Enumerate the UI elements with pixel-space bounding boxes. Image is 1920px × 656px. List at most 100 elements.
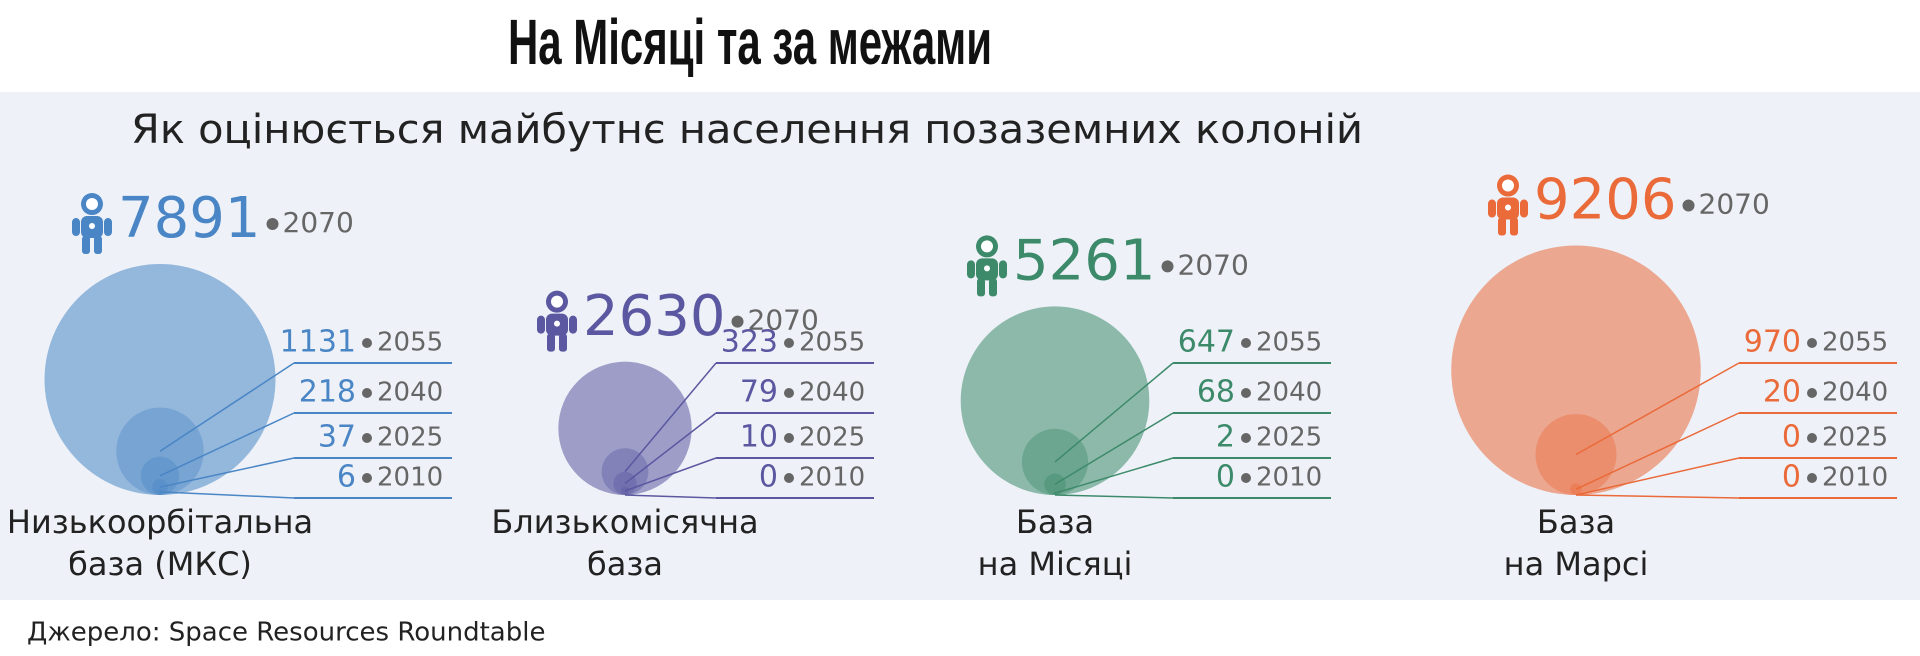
leg [977,278,985,297]
leader-line [624,362,717,473]
dot [1807,338,1817,348]
value-label: 37 [318,420,356,455]
badge [984,265,990,272]
astronaut-icon [1488,174,1528,236]
year-label: 2070 [1178,248,1249,281]
leg [1510,217,1518,236]
visor [551,295,563,308]
chart-title: На Місяці та за межами [508,6,992,78]
population-circle [44,264,276,495]
year-label: 2040 [1822,378,1888,408]
arm [72,218,80,237]
dot [1241,473,1251,483]
leader-line [624,494,717,499]
arm [1520,199,1528,218]
category-label: на Марсі [1504,545,1649,583]
leader-line [159,491,295,499]
year-label: 2010 [799,463,865,493]
arm [967,260,975,279]
year-label: 2055 [1822,328,1888,358]
year-label: 2055 [1256,328,1322,358]
category-label: база [587,545,663,583]
category-label: база (МКС) [68,545,252,583]
leg [82,236,90,255]
arm [999,260,1007,279]
population-circle [558,361,692,495]
value-label: 970 [1744,325,1801,360]
arm [104,218,112,237]
leader-line [1054,412,1174,485]
value-label: 20 [1763,375,1801,410]
astronaut-icon [537,290,577,352]
population-circle [960,306,1150,495]
leader-line [159,362,295,452]
value-label-top: 5261 [1013,229,1156,294]
leader-line [1575,412,1740,490]
arm [537,315,545,334]
dot [266,218,279,231]
value-label: 6 [337,460,356,495]
value-label-top: 7891 [118,186,261,251]
year-label: 2025 [377,423,443,453]
leg [1498,217,1506,236]
leader-line [1575,457,1740,496]
year-label: 2025 [799,423,865,453]
value-label: 79 [740,375,778,410]
source: Джерело: Space Resources Roundtable [27,618,545,648]
value-label-top: 9206 [1534,168,1677,233]
badge [89,223,95,230]
value-label: 647 [1178,325,1235,360]
value-label: 68 [1197,375,1235,410]
dot [1241,388,1251,398]
leader-line [1054,494,1174,499]
badge [1505,204,1511,211]
dot [784,473,794,483]
year-label: 2070 [283,206,354,239]
value-label: 0 [1782,420,1801,455]
dot [1807,388,1817,398]
year-label: 2025 [1822,423,1888,453]
leader-line [1054,362,1174,463]
value-label: 2 [1216,420,1235,455]
value-label: 1131 [280,325,356,360]
dot [362,473,372,483]
year-label: 2055 [377,328,443,358]
badge [554,320,560,327]
year-label: 2070 [1699,188,1770,221]
category-label: Близькомісячна [491,503,758,541]
category-label: База [1537,503,1615,541]
arm [569,315,577,334]
year-label: 2040 [799,378,865,408]
dot [1807,473,1817,483]
dot [731,315,744,328]
dot [1807,433,1817,443]
population-circle [1044,473,1066,496]
value-label: 218 [299,375,356,410]
leader-line [624,412,717,485]
dot [1161,260,1174,273]
dot [784,433,794,443]
year-label: 2010 [1256,463,1322,493]
visor [1502,179,1514,192]
leader-line [159,457,295,488]
leader-line [159,412,295,477]
dot [784,338,794,348]
category-label: Низькоорбітальна [7,503,313,541]
year-label: 2040 [1256,378,1322,408]
year-label: 2070 [748,304,819,337]
leader-line [624,457,717,492]
dot [362,338,372,348]
value-label-top: 2630 [583,284,726,349]
dot [1241,433,1251,443]
astronaut-icon [967,235,1007,297]
chart-subtitle: Як оцінюється майбутнє населення позазем… [131,107,1363,153]
leader-line [1054,457,1174,494]
value-label: 0 [759,460,778,495]
value-label: 0 [1782,460,1801,495]
leg [559,333,567,352]
year-label: 2040 [377,378,443,408]
dot [1241,338,1251,348]
value-label: 10 [740,420,778,455]
leg [989,278,997,297]
